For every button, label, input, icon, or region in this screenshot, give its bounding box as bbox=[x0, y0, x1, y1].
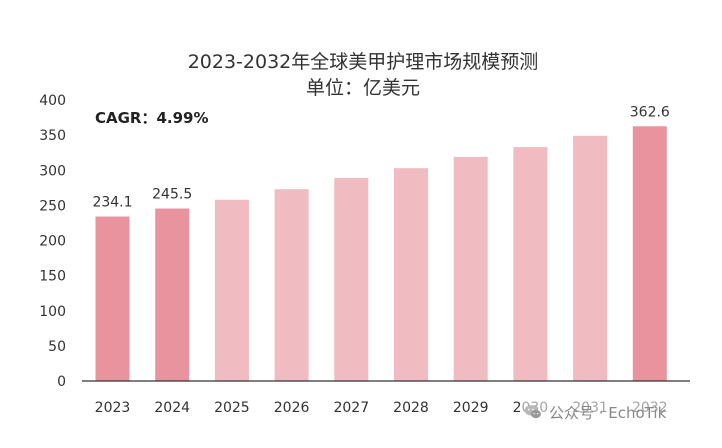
bar-2030 bbox=[513, 147, 548, 381]
bar-2031 bbox=[573, 135, 608, 381]
y-tick-label: 300 bbox=[39, 163, 66, 179]
y-tick-label: 350 bbox=[39, 128, 66, 144]
x-tick-label: 2027 bbox=[333, 400, 369, 416]
bar-2027 bbox=[334, 177, 369, 381]
y-tick-label: 200 bbox=[39, 234, 66, 250]
watermark-text: 公众号 · EchoTik bbox=[549, 403, 667, 422]
data-label-2024: 245.5 bbox=[152, 187, 192, 203]
data-labels: 234.1 245.5 362.6 bbox=[92, 104, 669, 210]
x-tick-label: 2028 bbox=[393, 400, 429, 416]
chart-title: 2023-2032年全球美甲护理市场规模预测 bbox=[188, 51, 539, 73]
y-tick-label: 400 bbox=[39, 93, 66, 109]
chart-subtitle: 单位：亿美元 bbox=[306, 77, 420, 99]
y-axis: 0 50 100 150 200 250 300 350 400 bbox=[39, 93, 66, 390]
data-label-2032: 362.6 bbox=[630, 104, 670, 120]
bar-series bbox=[95, 126, 667, 381]
bar-2029 bbox=[453, 156, 488, 381]
x-tick-label: 2029 bbox=[453, 400, 489, 416]
x-tick-label: 2026 bbox=[274, 400, 310, 416]
watermark: 公众号 · EchoTik bbox=[520, 399, 670, 425]
cagr-annotation: CAGR：4.99% bbox=[95, 109, 209, 127]
y-tick-label: 100 bbox=[39, 304, 66, 320]
bar-2026 bbox=[274, 189, 309, 381]
y-tick-label: 250 bbox=[39, 198, 66, 214]
wechat-icon bbox=[524, 405, 541, 419]
y-tick-label: 150 bbox=[39, 269, 66, 285]
bar-2023 bbox=[95, 216, 130, 381]
y-tick-label: 0 bbox=[57, 374, 66, 390]
x-tick-label: 2023 bbox=[95, 400, 131, 416]
bar-2024 bbox=[155, 208, 190, 381]
bar-2025 bbox=[214, 199, 249, 381]
x-tick-label: 2024 bbox=[154, 400, 190, 416]
y-tick-label: 50 bbox=[48, 339, 66, 355]
bar-2028 bbox=[394, 168, 428, 381]
x-tick-label: 2025 bbox=[214, 400, 250, 416]
data-label-2023: 234.1 bbox=[92, 195, 132, 211]
bar-2032 bbox=[632, 126, 667, 381]
